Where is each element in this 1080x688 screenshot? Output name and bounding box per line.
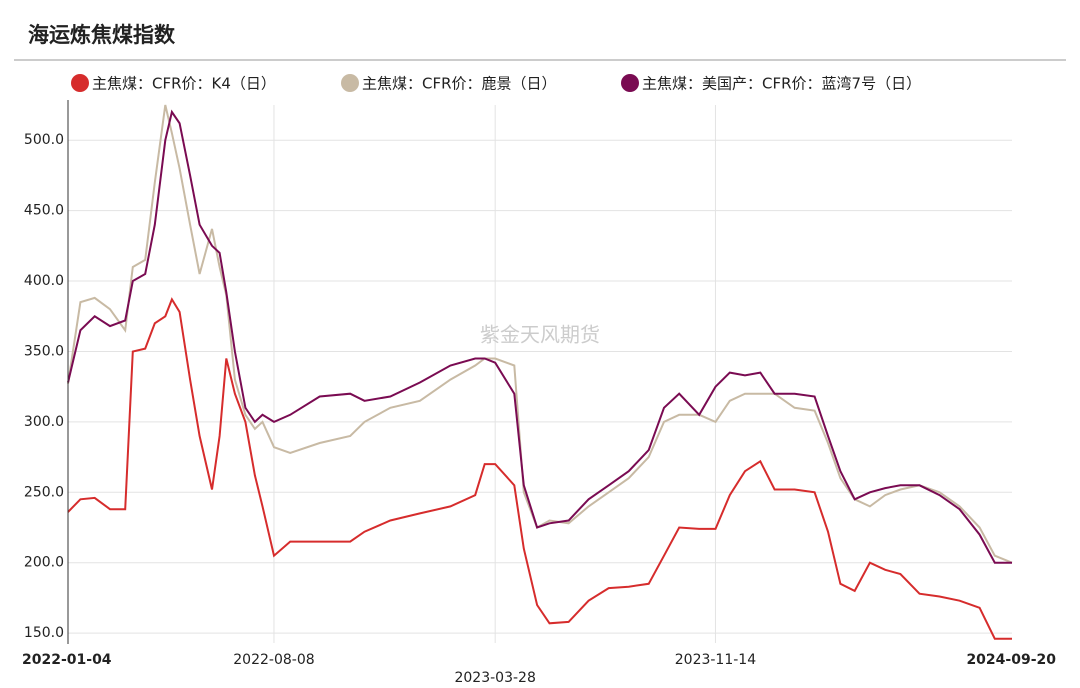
chart-title: 海运炼焦煤指数 — [28, 23, 176, 47]
legend-label: 主焦煤：CFR价：K4（日） — [92, 75, 276, 93]
series-line — [67, 104, 1013, 564]
y-tick-label: 500.0 — [24, 132, 64, 148]
x-tick-label: 2022-08-08 — [233, 652, 314, 668]
x-tick-label: 2024-09-20 — [966, 652, 1056, 668]
legend-item: 主焦煤：美国产：CFR价：蓝湾7号（日） — [621, 74, 921, 93]
y-tick-label: 400.0 — [24, 273, 64, 289]
legend-swatch — [621, 74, 639, 92]
watermark: 紫金天风期货 — [480, 323, 600, 347]
legend-item: 主焦煤：CFR价：K4（日） — [71, 74, 276, 93]
legend-item: 主焦煤：CFR价：鹿景（日） — [341, 74, 557, 93]
x-tick-label: 2022-01-04 — [22, 652, 112, 668]
series-line — [67, 297, 1012, 640]
y-tick-label: 450.0 — [24, 203, 64, 219]
y-tick-label: 200.0 — [24, 555, 64, 571]
y-tick-label: 300.0 — [24, 414, 64, 430]
legend-swatch — [341, 74, 359, 92]
x-tick-label: 2023-03-28 — [454, 670, 535, 686]
y-tick-label: 150.0 — [24, 625, 64, 641]
legend-label: 主焦煤：CFR价：鹿景（日） — [362, 75, 557, 93]
y-tick-label: 350.0 — [24, 343, 64, 359]
y-tick-label: 250.0 — [24, 484, 64, 500]
legend-label: 主焦煤：美国产：CFR价：蓝湾7号（日） — [642, 75, 921, 93]
series-line — [67, 109, 1012, 564]
x-tick-label: 2023-11-14 — [675, 652, 756, 668]
legend-swatch — [71, 74, 89, 92]
